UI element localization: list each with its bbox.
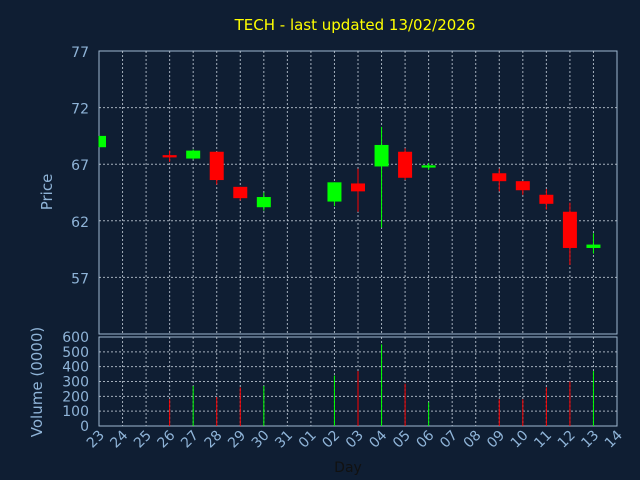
x-tick-label: 09 [484, 428, 508, 452]
price-tick-label: 77 [71, 45, 89, 61]
candle-body [256, 197, 271, 208]
x-tick-label: 11 [531, 428, 555, 452]
candle-body [99, 135, 106, 148]
price-panel: 57 62 67 72 77 [71, 45, 618, 335]
candle-body [209, 151, 224, 181]
x-axis-label: Day [334, 460, 362, 476]
candle [256, 192, 271, 211]
x-tick-label: 02 [319, 428, 343, 452]
price-tick-label: 62 [71, 215, 89, 231]
candle [539, 189, 554, 210]
x-tick-label: 24 [107, 427, 131, 451]
candle-body [351, 183, 365, 192]
candle [351, 168, 365, 212]
x-tick-label: 26 [155, 427, 179, 451]
volume-tick-label: 0 [80, 419, 89, 435]
volume-tick-label: 600 [62, 330, 89, 346]
chart-title: TECH - last updated 13/02/2026 [234, 16, 476, 34]
volume-tick-label: 300 [62, 375, 89, 391]
candle-body [421, 165, 436, 168]
candle [98, 135, 106, 148]
volume-tick-label: 500 [62, 345, 89, 361]
x-tick-label: 06 [414, 427, 438, 451]
x-tick-label: 30 [249, 428, 273, 452]
price-tick-label: 57 [71, 271, 89, 287]
x-tick-label: 10 [508, 428, 532, 452]
candle-body [186, 150, 201, 159]
x-tick-label: 14 [602, 427, 626, 451]
x-tick-label: 12 [555, 428, 579, 452]
x-tick-label: 07 [437, 428, 461, 452]
candle [492, 168, 507, 192]
x-tick-label: 28 [202, 428, 226, 452]
candle-body [515, 181, 530, 191]
candle-body [327, 182, 342, 202]
candle-body [492, 173, 507, 182]
candle-body [162, 155, 177, 158]
x-tick-label: 03 [343, 428, 367, 452]
candle [586, 233, 601, 254]
candle [327, 182, 342, 207]
volume-tick-label: 400 [62, 360, 89, 376]
x-axis: 23 24 25 26 27 28 29 30 31 01 02 03 04 05 06 07 08 09 10 11… [84, 427, 626, 451]
x-tick-label: 04 [366, 427, 390, 451]
candle [233, 186, 248, 201]
candle-body [233, 186, 248, 199]
candle-body [539, 194, 554, 204]
candle [562, 202, 577, 265]
price-tick-label: 67 [71, 158, 89, 174]
volume-axis-label: Volume (0000) [28, 327, 46, 437]
candle [162, 150, 177, 162]
candle-body [374, 144, 389, 167]
volume-tick-label: 100 [62, 404, 89, 420]
candle [421, 163, 436, 170]
candle [515, 181, 530, 195]
candle-body [398, 151, 413, 178]
x-tick-label: 31 [272, 428, 296, 452]
x-tick-label: 13 [578, 428, 602, 452]
candle-body [562, 211, 577, 248]
candle-body [586, 244, 601, 248]
candle [374, 126, 389, 228]
x-tick-label: 27 [178, 428, 202, 452]
x-tick-label: 01 [296, 428, 320, 452]
x-tick-label: 08 [461, 428, 485, 452]
candle [398, 148, 413, 181]
x-tick-label: 05 [390, 428, 414, 452]
candle [209, 151, 224, 185]
x-tick-label: 29 [225, 428, 249, 452]
price-tick-label: 72 [71, 102, 89, 118]
price-axis-label: Price [38, 174, 56, 211]
x-tick-label: 25 [131, 428, 155, 452]
volume-tick-label: 200 [62, 389, 89, 405]
candle [186, 149, 201, 160]
